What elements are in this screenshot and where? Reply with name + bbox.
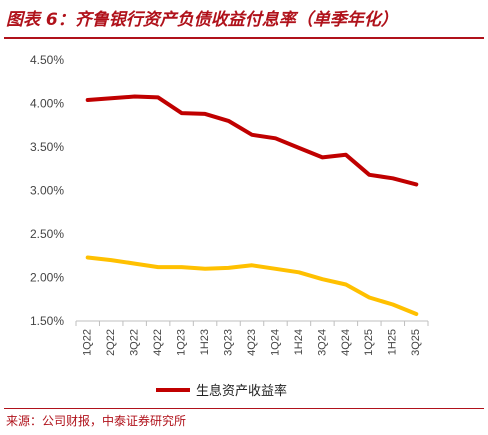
y-tick-label: 3.00%: [30, 184, 64, 198]
x-tick-label: 4Q23: [246, 329, 258, 356]
x-tick-label: 1Q24: [269, 329, 281, 356]
x-tick-label: 1H24: [293, 329, 305, 355]
legend-label: 生息资产收益率: [196, 383, 287, 399]
y-tick-label: 1.50%: [30, 314, 64, 328]
x-tick-label: 3Q22: [129, 329, 141, 356]
y-tick-label: 2.50%: [30, 227, 64, 241]
y-tick-label: 4.00%: [30, 97, 64, 111]
x-tick-label: 1H25: [387, 329, 399, 355]
y-tick-label: 4.50%: [30, 53, 64, 67]
x-tick-label: 4Q24: [340, 329, 352, 356]
x-tick-label: 1Q22: [82, 329, 94, 356]
x-tick-label: 1Q25: [363, 329, 375, 356]
x-axis: 1Q22 2Q22 3Q22 4Q22 1Q23 1H23 3Q23 4Q23 1Q24 1H24…: [75, 320, 429, 356]
x-tick-label: 2Q22: [105, 329, 117, 356]
title-divider: [4, 37, 484, 39]
series-layer: [85, 94, 419, 316]
x-tick-label: 4Q22: [152, 329, 164, 356]
x-tick-label: 1H23: [199, 329, 211, 355]
legend: 生息资产收益率: [156, 383, 287, 399]
x-tick-label: 1Q23: [176, 329, 188, 356]
source-note: 来源：公司财报，中泰证券研究所: [6, 414, 187, 428]
series-line-1: [85, 255, 419, 316]
y-tick-label: 2.00%: [30, 271, 64, 285]
y-tick-label: 3.50%: [30, 140, 64, 154]
x-tick-label: 3Q23: [222, 329, 234, 356]
source-divider: [4, 408, 484, 409]
y-axis: 1.50% 2.00% 2.50% 3.00% 3.50% 4.00% 4.50%: [30, 53, 64, 328]
series-line-0: [85, 94, 419, 187]
chart-title: 图表 6：齐鲁银行资产负债收益付息率（单季年化）: [6, 10, 398, 30]
x-tick-label: 3Q25: [410, 329, 422, 356]
x-tick-label: 3Q24: [316, 329, 328, 356]
line-chart: 1.50% 2.00% 2.50% 3.00% 3.50% 4.00% 4.50% 1Q22…: [30, 53, 429, 399]
